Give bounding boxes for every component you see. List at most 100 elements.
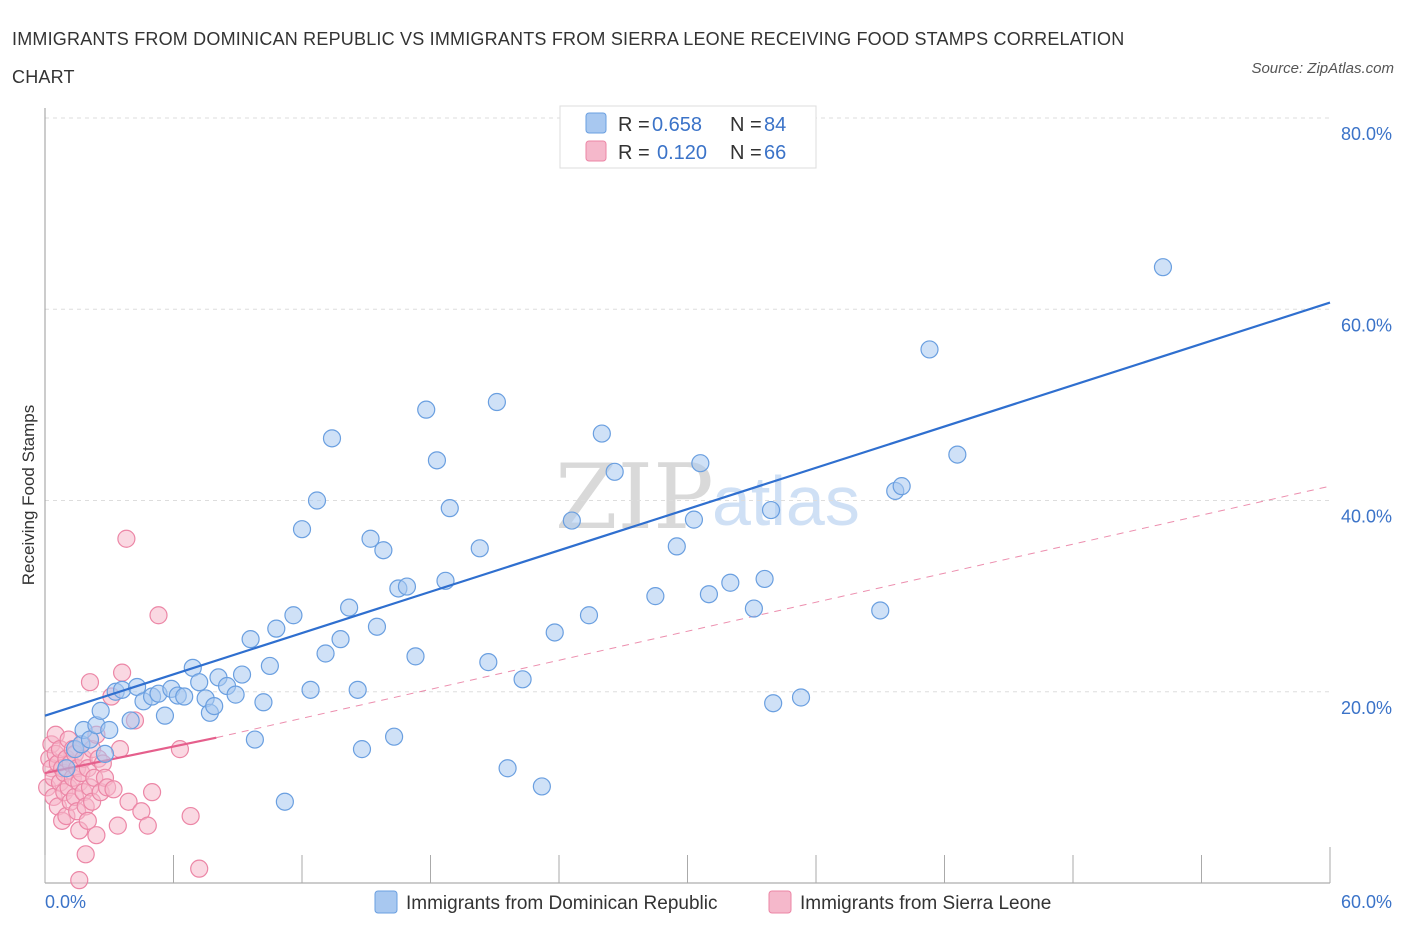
- point-dominican-37: [301, 680, 320, 699]
- point-sierra-leone-54: [112, 663, 132, 682]
- legend-r-value-1: 0.658: [652, 114, 702, 136]
- point-dominican-42: [340, 598, 359, 617]
- point-sierra-leone-52: [108, 816, 127, 835]
- point-dominican-47: [374, 541, 393, 560]
- point-sierra-leone-63: [181, 806, 200, 826]
- chart-source: Source: ZipAtlas.com: [1251, 60, 1394, 77]
- grid-lines: [45, 117, 1330, 693]
- series-dominican-points: [44, 258, 1331, 811]
- legend-r-label-2: R =: [618, 142, 650, 164]
- point-sierra-leone-39: [80, 673, 100, 692]
- x-tick-label-max: 60.0%: [1341, 892, 1392, 912]
- point-dominican-19: [175, 687, 194, 706]
- legend-r-value-2: 0.120: [657, 142, 707, 164]
- chart-title: IMMIGRANTS FROM DOMINICAN REPUBLIC VS IM…: [12, 29, 1125, 87]
- point-dominican-46: [367, 617, 387, 636]
- point-dominican-0: [57, 759, 76, 778]
- legend-n-value-1: 84: [764, 114, 786, 136]
- point-dominican-61: [532, 777, 551, 796]
- point-dominican-32: [260, 656, 279, 676]
- point-dominican-35: [284, 606, 303, 625]
- point-dominican-50: [397, 577, 417, 596]
- point-dominican-51: [406, 647, 425, 666]
- point-dominican-7: [95, 744, 115, 764]
- point-dominican-21: [190, 673, 209, 692]
- point-dominican-48: [384, 727, 404, 746]
- point-dominican-74: [755, 569, 774, 589]
- trend-lines: [216, 485, 1331, 739]
- legend-n-label-1: N =: [730, 114, 762, 136]
- legend-n-label-2: N =: [730, 142, 762, 164]
- point-sierra-leone-60: [142, 783, 162, 802]
- axes: [44, 108, 1331, 884]
- point-dominican-6: [91, 701, 110, 720]
- point-dominican-76: [764, 694, 783, 713]
- point-sierra-leone-53: [110, 740, 130, 759]
- legend-n-value-2: 66: [764, 142, 786, 164]
- point-sierra-leone-56: [119, 792, 138, 811]
- point-sierra-leone-64: [190, 859, 209, 878]
- point-sierra-leone-35: [76, 845, 95, 864]
- point-dominican-33: [267, 619, 286, 638]
- point-dominican-36: [292, 520, 312, 539]
- x-tick-label-min: 0.0%: [45, 892, 86, 912]
- point-dominican-45: [361, 529, 380, 548]
- point-dominican-70: [691, 454, 710, 473]
- series-sierra-leone-points: [38, 529, 217, 890]
- point-dominican-43: [348, 680, 367, 699]
- point-dominican-29: [241, 630, 260, 649]
- y-axis-label: Receiving Food Stamps: [19, 405, 38, 585]
- point-dominican-39: [316, 644, 335, 663]
- point-dominican-78: [871, 601, 890, 620]
- point-sierra-leone-43: [87, 826, 106, 845]
- point-dominican-28: [232, 665, 252, 684]
- point-sierra-leone-65: [70, 871, 89, 890]
- stats-legend: R = 0.658 N = 84 R = 0.120 N = 66: [559, 105, 817, 169]
- point-dominican-40: [322, 429, 342, 448]
- point-dominican-52: [417, 400, 436, 419]
- point-dominican-16: [155, 706, 175, 725]
- point-dominican-71: [699, 585, 719, 604]
- point-sierra-leone-61: [149, 606, 168, 625]
- y-tick-label-3: 80.0%: [1341, 124, 1392, 144]
- point-dominican-24: [205, 696, 224, 716]
- y-tick-label-1: 40.0%: [1341, 507, 1392, 527]
- point-sierra-leone-55: [117, 529, 136, 548]
- point-dominican-44: [352, 740, 372, 759]
- point-dominican-27: [226, 685, 245, 704]
- series-legend-swatch-pink: [768, 890, 792, 914]
- point-dominican-11: [121, 711, 140, 730]
- point-dominican-82: [948, 445, 967, 464]
- point-dominican-77: [791, 688, 811, 707]
- point-sierra-leone-59: [138, 816, 157, 835]
- point-dominican-67: [646, 587, 665, 606]
- point-dominican-59: [498, 759, 517, 778]
- series-legend-swatch-blue: [374, 890, 398, 914]
- trend-line-dominican: [44, 301, 1331, 717]
- point-dominican-66: [605, 462, 624, 481]
- point-dominican-75: [761, 500, 781, 520]
- point-dominican-38: [307, 491, 327, 510]
- point-dominican-57: [479, 653, 498, 672]
- watermark-zip: ZIP: [555, 445, 714, 550]
- point-dominican-72: [721, 573, 740, 592]
- point-sierra-leone-37: [78, 811, 97, 830]
- trend-line-sierra-leone-extended: [216, 485, 1331, 739]
- y-tick-label-0: 20.0%: [1341, 698, 1392, 718]
- point-dominican-83: [1153, 258, 1173, 277]
- point-sierra-leone-51: [104, 780, 123, 799]
- point-dominican-63: [562, 511, 581, 530]
- legend-r-label-1: R =: [618, 114, 650, 136]
- point-dominican-56: [470, 539, 489, 558]
- y-tick-labels: 20.0% 40.0% 60.0% 80.0%: [1341, 124, 1392, 718]
- point-dominican-8: [100, 720, 119, 740]
- point-dominican-62: [545, 623, 564, 642]
- point-dominican-68: [667, 537, 686, 556]
- legend-swatch-pink: [585, 140, 607, 162]
- point-dominican-73: [744, 599, 763, 618]
- point-dominican-41: [331, 630, 350, 649]
- point-dominican-30: [245, 730, 264, 749]
- point-dominican-31: [254, 693, 273, 712]
- y-tick-label-2: 60.0%: [1341, 315, 1392, 335]
